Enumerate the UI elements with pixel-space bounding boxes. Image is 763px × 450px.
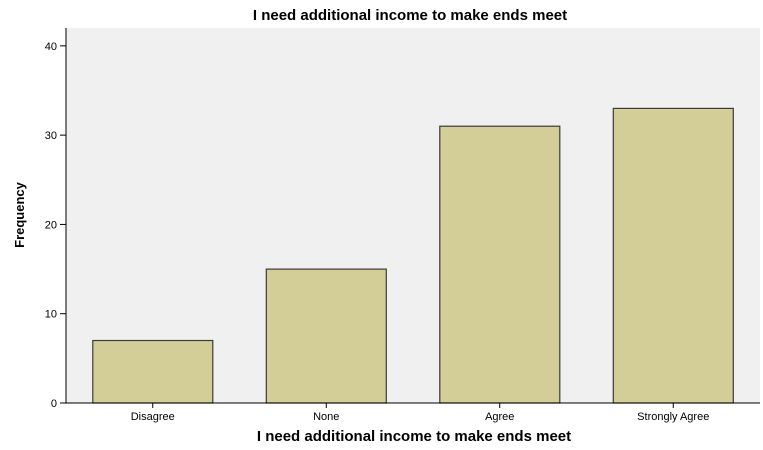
bars-group (92, 107, 734, 404)
bar-none (265, 268, 387, 404)
x-tick-label: Agree (485, 411, 514, 423)
bar-disagree (92, 339, 214, 404)
y-axis-title: Frequency (12, 181, 27, 248)
y-axis: 0 10 20 30 40 (45, 28, 67, 410)
x-axis-title: I need additional income to make ends me… (257, 428, 571, 445)
y-tick-label: 40 (45, 41, 57, 53)
x-tick-label: Disagree (131, 411, 175, 423)
bar-agree (439, 125, 561, 404)
y-tick-label: 20 (45, 219, 57, 231)
y-tick-label: 10 (45, 309, 57, 321)
x-tick-label: Strongly Agree (637, 411, 709, 423)
y-tick-label: 0 (51, 398, 57, 410)
x-axis: Disagree None Agree Strongly Agree (66, 402, 760, 423)
y-tick-label: 30 (45, 130, 57, 142)
chart-title: I need additional income to make ends me… (253, 7, 567, 24)
x-tick-label: None (313, 411, 339, 423)
bar-strongly-agree (612, 107, 734, 404)
